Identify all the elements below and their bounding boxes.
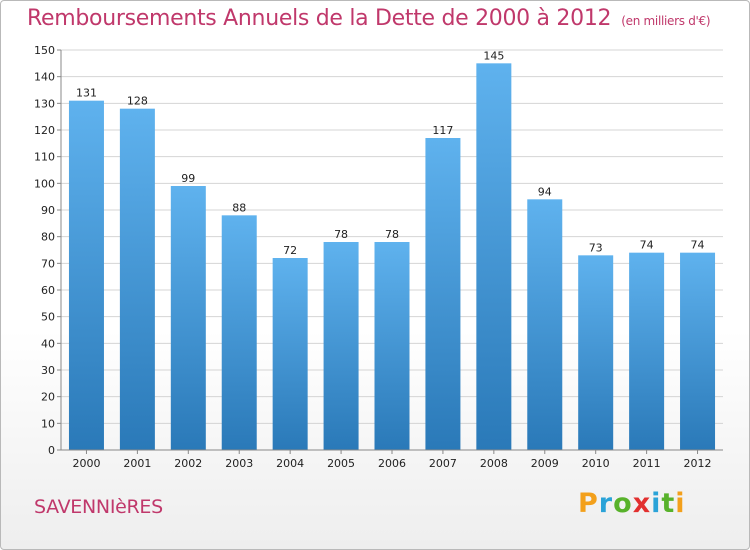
y-tick-label: 100	[34, 177, 55, 190]
logo-letter: t	[661, 488, 676, 519]
y-tick-label: 130	[34, 97, 55, 110]
bar-2012	[680, 252, 716, 450]
x-tick-label: 2009	[531, 457, 559, 470]
bar-value-label: 99	[181, 172, 195, 185]
y-tick-label: 20	[41, 391, 55, 404]
x-tick-label: 2005	[327, 457, 355, 470]
x-tick-label: 2007	[429, 457, 457, 470]
y-tick-label: 0	[48, 444, 55, 457]
bar-2011	[629, 252, 665, 450]
bar-value-label: 145	[483, 49, 504, 62]
y-tick-label: 30	[41, 364, 55, 377]
bar-value-label: 73	[589, 241, 603, 254]
y-tick-label: 70	[41, 257, 55, 270]
bar-value-label: 131	[76, 87, 97, 100]
bar-2008	[476, 63, 512, 450]
bar-value-label: 72	[283, 244, 297, 257]
x-tick-label: 2006	[378, 457, 406, 470]
logo-letter: x	[632, 488, 652, 519]
y-tick-label: 80	[41, 231, 55, 244]
y-tick-label: 140	[34, 71, 55, 84]
x-tick-label: 2000	[72, 457, 100, 470]
logo-letter: i	[675, 488, 686, 519]
bar-2007	[425, 138, 461, 450]
x-tick-label: 2010	[582, 457, 610, 470]
commune-name: SAVENNIèRES	[34, 496, 163, 518]
bar-value-label: 74	[691, 239, 705, 252]
bar-2002	[170, 186, 206, 450]
y-tick-label: 150	[34, 44, 55, 57]
y-tick-label: 60	[41, 284, 55, 297]
x-tick-label: 2002	[174, 457, 202, 470]
bar-2010	[578, 255, 614, 450]
chart-title: Remboursements Annuels de la Dette de 20…	[27, 6, 711, 31]
x-tick-label: 2011	[633, 457, 661, 470]
y-tick-label: 10	[41, 417, 55, 430]
y-tick-label: 90	[41, 204, 55, 217]
bar-2000	[68, 100, 104, 451]
bar-2009	[527, 199, 563, 450]
logo-letter: r	[598, 488, 614, 519]
y-tick-label: 50	[41, 311, 55, 324]
logo-letter: o	[613, 488, 633, 519]
y-tick-label: 120	[34, 124, 55, 137]
x-tick-label: 2003	[225, 457, 253, 470]
y-tick-label: 110	[34, 151, 55, 164]
x-tick-label: 2004	[276, 457, 304, 470]
bar-value-label: 78	[385, 228, 399, 241]
bar-2003	[221, 215, 257, 450]
bar-value-label: 128	[127, 95, 148, 108]
logo-letter: i	[651, 488, 662, 519]
bar-2001	[119, 108, 155, 451]
proxiti-logo: Proxiti	[578, 488, 686, 519]
x-tick-label: 2012	[684, 457, 712, 470]
bar-value-label: 88	[232, 201, 246, 214]
bar-2005	[323, 242, 359, 450]
bar-value-label: 74	[640, 239, 654, 252]
y-tick-label: 40	[41, 337, 55, 350]
x-tick-label: 2001	[123, 457, 151, 470]
chart-title-text: Remboursements Annuels de la Dette de 20…	[27, 6, 612, 31]
axes: 0 10 20 30 40 50 60 70 80 90 100 110 120 130 140 150 200…	[34, 44, 723, 470]
logo-letter: P	[578, 488, 599, 519]
bar-value-label: 117	[432, 124, 453, 137]
x-tick-label: 2008	[480, 457, 508, 470]
bar-value-label: 94	[538, 185, 552, 198]
chart-unit: (en milliers d'€)	[621, 14, 711, 28]
bar-2006	[374, 242, 410, 450]
bar-value-label: 78	[334, 228, 348, 241]
bars: 131 128 99 88 72 78 78 117 145 94 73 74 74	[68, 49, 716, 451]
bar-2004	[272, 258, 308, 450]
